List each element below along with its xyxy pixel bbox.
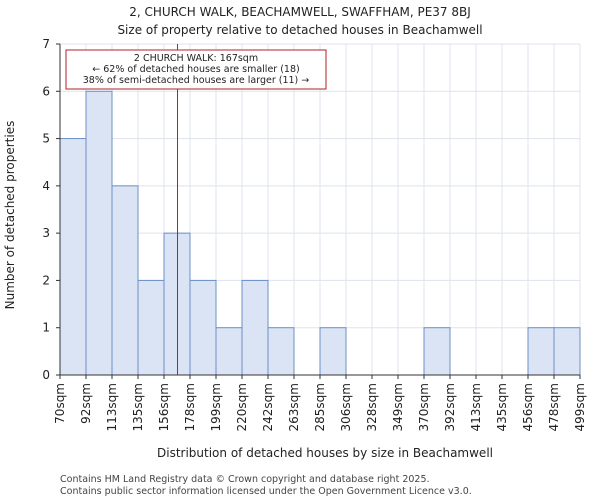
x-axis-label: Distribution of detached houses by size … xyxy=(157,446,493,460)
x-tick-label: 135sqm xyxy=(131,383,145,431)
x-tick-label: 349sqm xyxy=(391,383,405,431)
chart-title: 2, CHURCH WALK, BEACHAMWELL, SWAFFHAM, P… xyxy=(129,5,471,19)
x-tick-label: 92sqm xyxy=(79,383,93,424)
histogram-bar xyxy=(137,279,165,376)
y-axis-label: Number of detached properties xyxy=(3,121,17,310)
x-tick-label: 70sqm xyxy=(53,383,67,424)
x-tick-label: 306sqm xyxy=(339,383,353,431)
histogram-bar xyxy=(215,327,243,376)
footer-copyright: Contains HM Land Registry data © Crown c… xyxy=(60,474,430,485)
x-tick-label: 435sqm xyxy=(495,383,509,431)
x-tick-label: 285sqm xyxy=(313,383,327,431)
y-tick-label: 7 xyxy=(42,37,50,51)
histogram-chart: 0 1 2 3 4 5 6 7 70sqm 92sqm 113sqm 135sqm 156sqm 178s… xyxy=(3,37,587,460)
annotation-box xyxy=(65,49,327,90)
histogram-bar xyxy=(241,279,269,376)
x-tick-label: 478sqm xyxy=(547,383,561,431)
histogram-bar xyxy=(163,232,191,376)
histogram-bar xyxy=(319,327,347,376)
annotation-line: 38% of semi-detached houses are larger (… xyxy=(83,75,310,86)
histogram-bar xyxy=(85,90,113,376)
footer-licence: Contains public sector information licen… xyxy=(60,486,472,497)
histogram-bar xyxy=(189,279,217,376)
histogram-bar xyxy=(59,138,87,376)
annotation-line: 2 CHURCH WALK: 167sqm xyxy=(134,53,258,64)
x-tick-label: 220sqm xyxy=(235,383,249,431)
x-tick-label: 242sqm xyxy=(261,383,275,431)
y-tick-label: 0 xyxy=(42,368,50,382)
y-tick-label: 1 xyxy=(42,321,50,335)
x-tick-label: 413sqm xyxy=(469,383,483,431)
x-tick-label: 156sqm xyxy=(157,383,171,431)
chart-subtitle: Size of property relative to detached ho… xyxy=(117,23,483,37)
x-tick-label: 199sqm xyxy=(209,383,223,431)
y-tick-label: 4 xyxy=(42,179,50,193)
x-tick-label: 456sqm xyxy=(521,383,535,431)
annotation-line: ← 62% of detached houses are smaller (18… xyxy=(92,64,299,75)
x-tick-label: 328sqm xyxy=(365,383,379,431)
y-tick-label: 2 xyxy=(42,273,50,287)
y-tick-label: 3 xyxy=(42,226,50,240)
x-tick-label: 499sqm xyxy=(573,383,587,431)
x-tick-label: 370sqm xyxy=(417,383,431,431)
x-tick-label: 178sqm xyxy=(183,383,197,431)
y-tick-label: 5 xyxy=(42,132,50,146)
y-tick-label: 6 xyxy=(42,84,50,98)
x-tick-label: 113sqm xyxy=(105,383,119,431)
x-tick-label: 392sqm xyxy=(443,383,457,431)
histogram-bar xyxy=(527,327,555,376)
histogram-bar xyxy=(553,327,581,376)
x-tick-label: 263sqm xyxy=(287,383,301,431)
histogram-bar xyxy=(423,327,451,376)
histogram-bar xyxy=(267,327,295,376)
histogram-bar xyxy=(111,185,139,376)
